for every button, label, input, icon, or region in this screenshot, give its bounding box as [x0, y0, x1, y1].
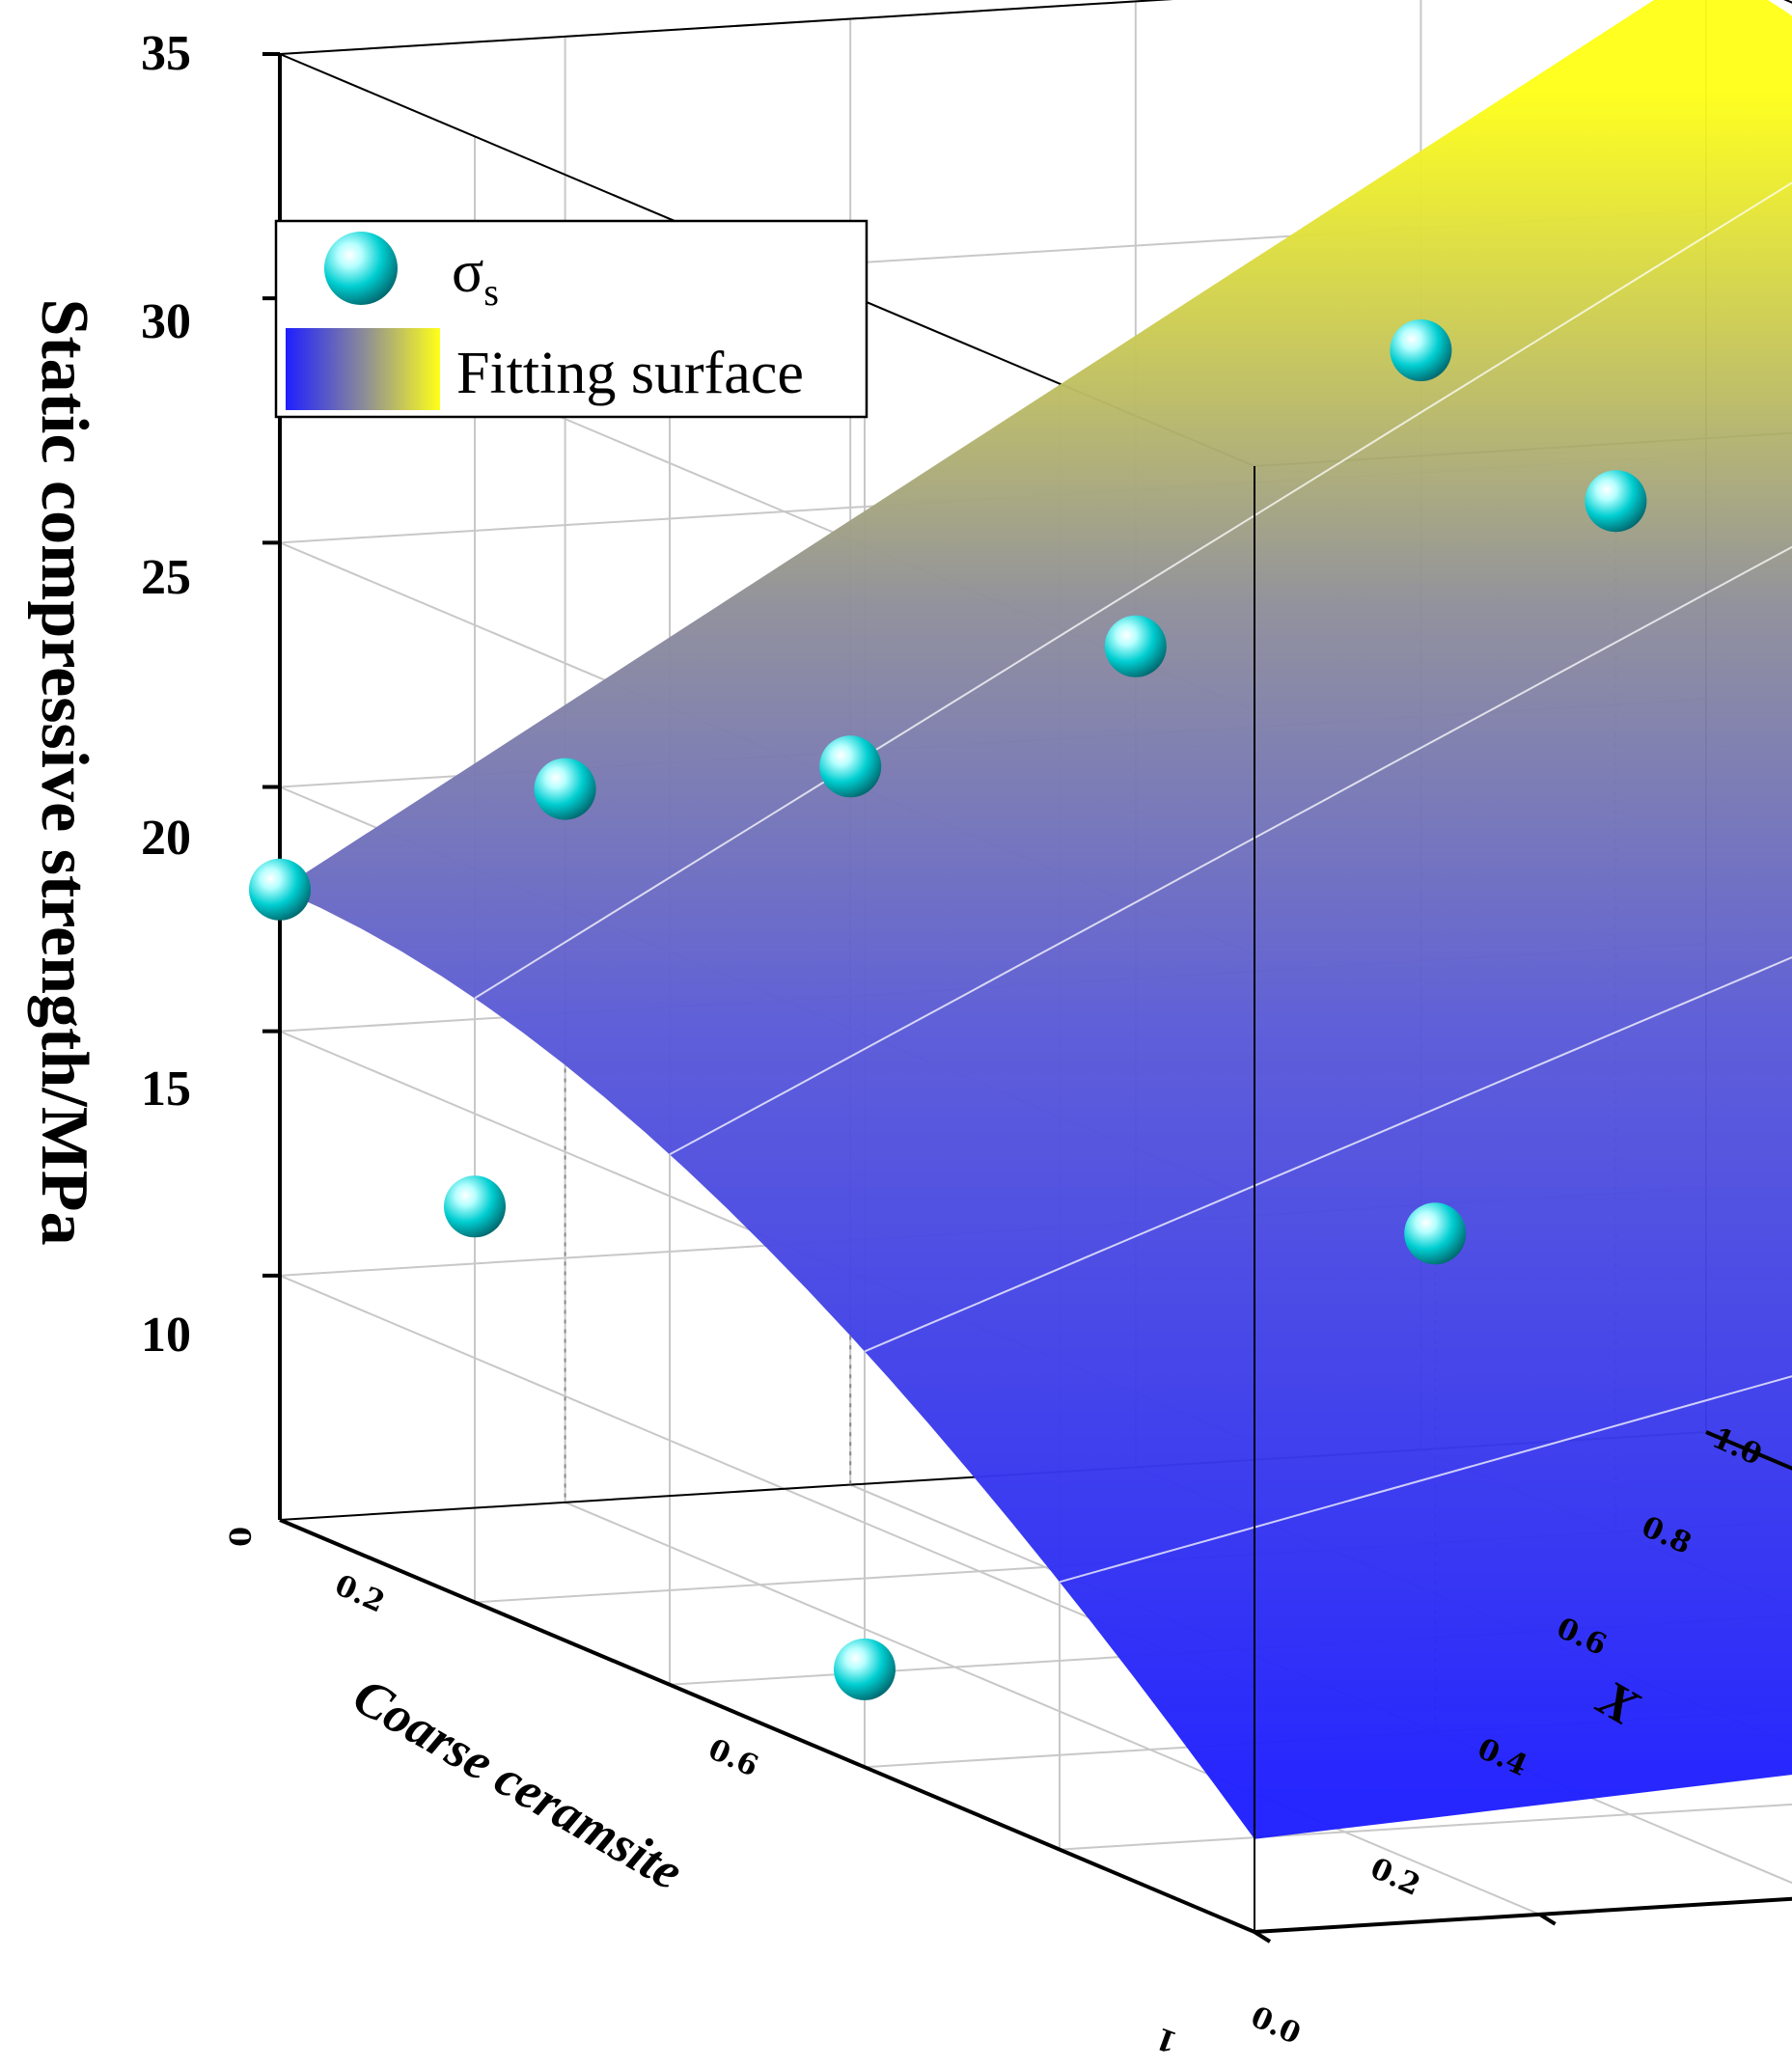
data-point — [1404, 1202, 1467, 1265]
x-tick-labels: 0 0.2 0.6 1 — [222, 1527, 1182, 2058]
z-tick-label: 25 — [141, 550, 191, 605]
x-tick-label: 0.2 — [330, 1568, 390, 1619]
y-tick-mark — [1253, 1930, 1272, 1944]
data-point — [819, 735, 882, 798]
x-tick-label: 1 — [1151, 2020, 1182, 2058]
legend-marker-icon — [324, 232, 398, 305]
x-axis-title: Coarse ceramsite — [344, 1667, 692, 1901]
z-axis-title: Static compressive strength/MPa — [27, 298, 101, 1245]
x-axis-line-front — [1254, 1896, 1792, 1934]
floor-grid-line — [565, 1501, 1540, 1916]
data-point — [1585, 470, 1647, 533]
z-tick-label: 15 — [141, 1062, 191, 1117]
data-point — [834, 1638, 896, 1700]
data-point — [1104, 615, 1167, 677]
surface-patch — [280, 0, 1792, 1839]
data-point — [534, 758, 596, 820]
legend-entry-surface: Fitting surface — [456, 341, 804, 406]
data-point — [1390, 319, 1452, 381]
fitting-surface — [280, 0, 1792, 1839]
surface-mesh-line — [474, 181, 1792, 1000]
y-tick-label: 0.0 — [1246, 2000, 1306, 2052]
wall-grid-line — [279, 0, 1173, 55]
y-tick-label: 0.2 — [1365, 1852, 1425, 1903]
z-tick-label: 10 — [141, 1308, 191, 1363]
x-tick-label: 0.6 — [703, 1732, 763, 1783]
axis-frame-front — [1254, 466, 1792, 1934]
data-points — [249, 319, 1647, 1700]
legend-symbol: σ — [452, 239, 483, 305]
z-tick-label: 35 — [141, 26, 191, 81]
surface-mesh-line — [669, 545, 1792, 1156]
surface-mesh-line — [864, 955, 1792, 1353]
floor-grid-line — [1059, 1803, 1792, 1851]
x-axis-line — [279, 1518, 1255, 1934]
surface-mesh-line — [1059, 1375, 1792, 1584]
tick-marks — [262, 52, 1557, 1944]
data-point — [444, 1175, 506, 1238]
top-edge — [279, 0, 1173, 55]
legend-gradient-swatch — [286, 328, 440, 410]
x-tick-label: 0 — [222, 1527, 256, 1547]
y-tick-mark — [1538, 1913, 1557, 1926]
data-point — [249, 858, 311, 921]
legend-entry-points: σs — [452, 239, 499, 314]
legend: σs Fitting surface — [274, 219, 868, 419]
legend-subscript: s — [483, 270, 499, 314]
z-tick-label: 20 — [141, 811, 191, 866]
z-tick-labels: 35 30 25 20 15 10 — [141, 26, 191, 1363]
z-tick-label: 30 — [141, 294, 191, 349]
